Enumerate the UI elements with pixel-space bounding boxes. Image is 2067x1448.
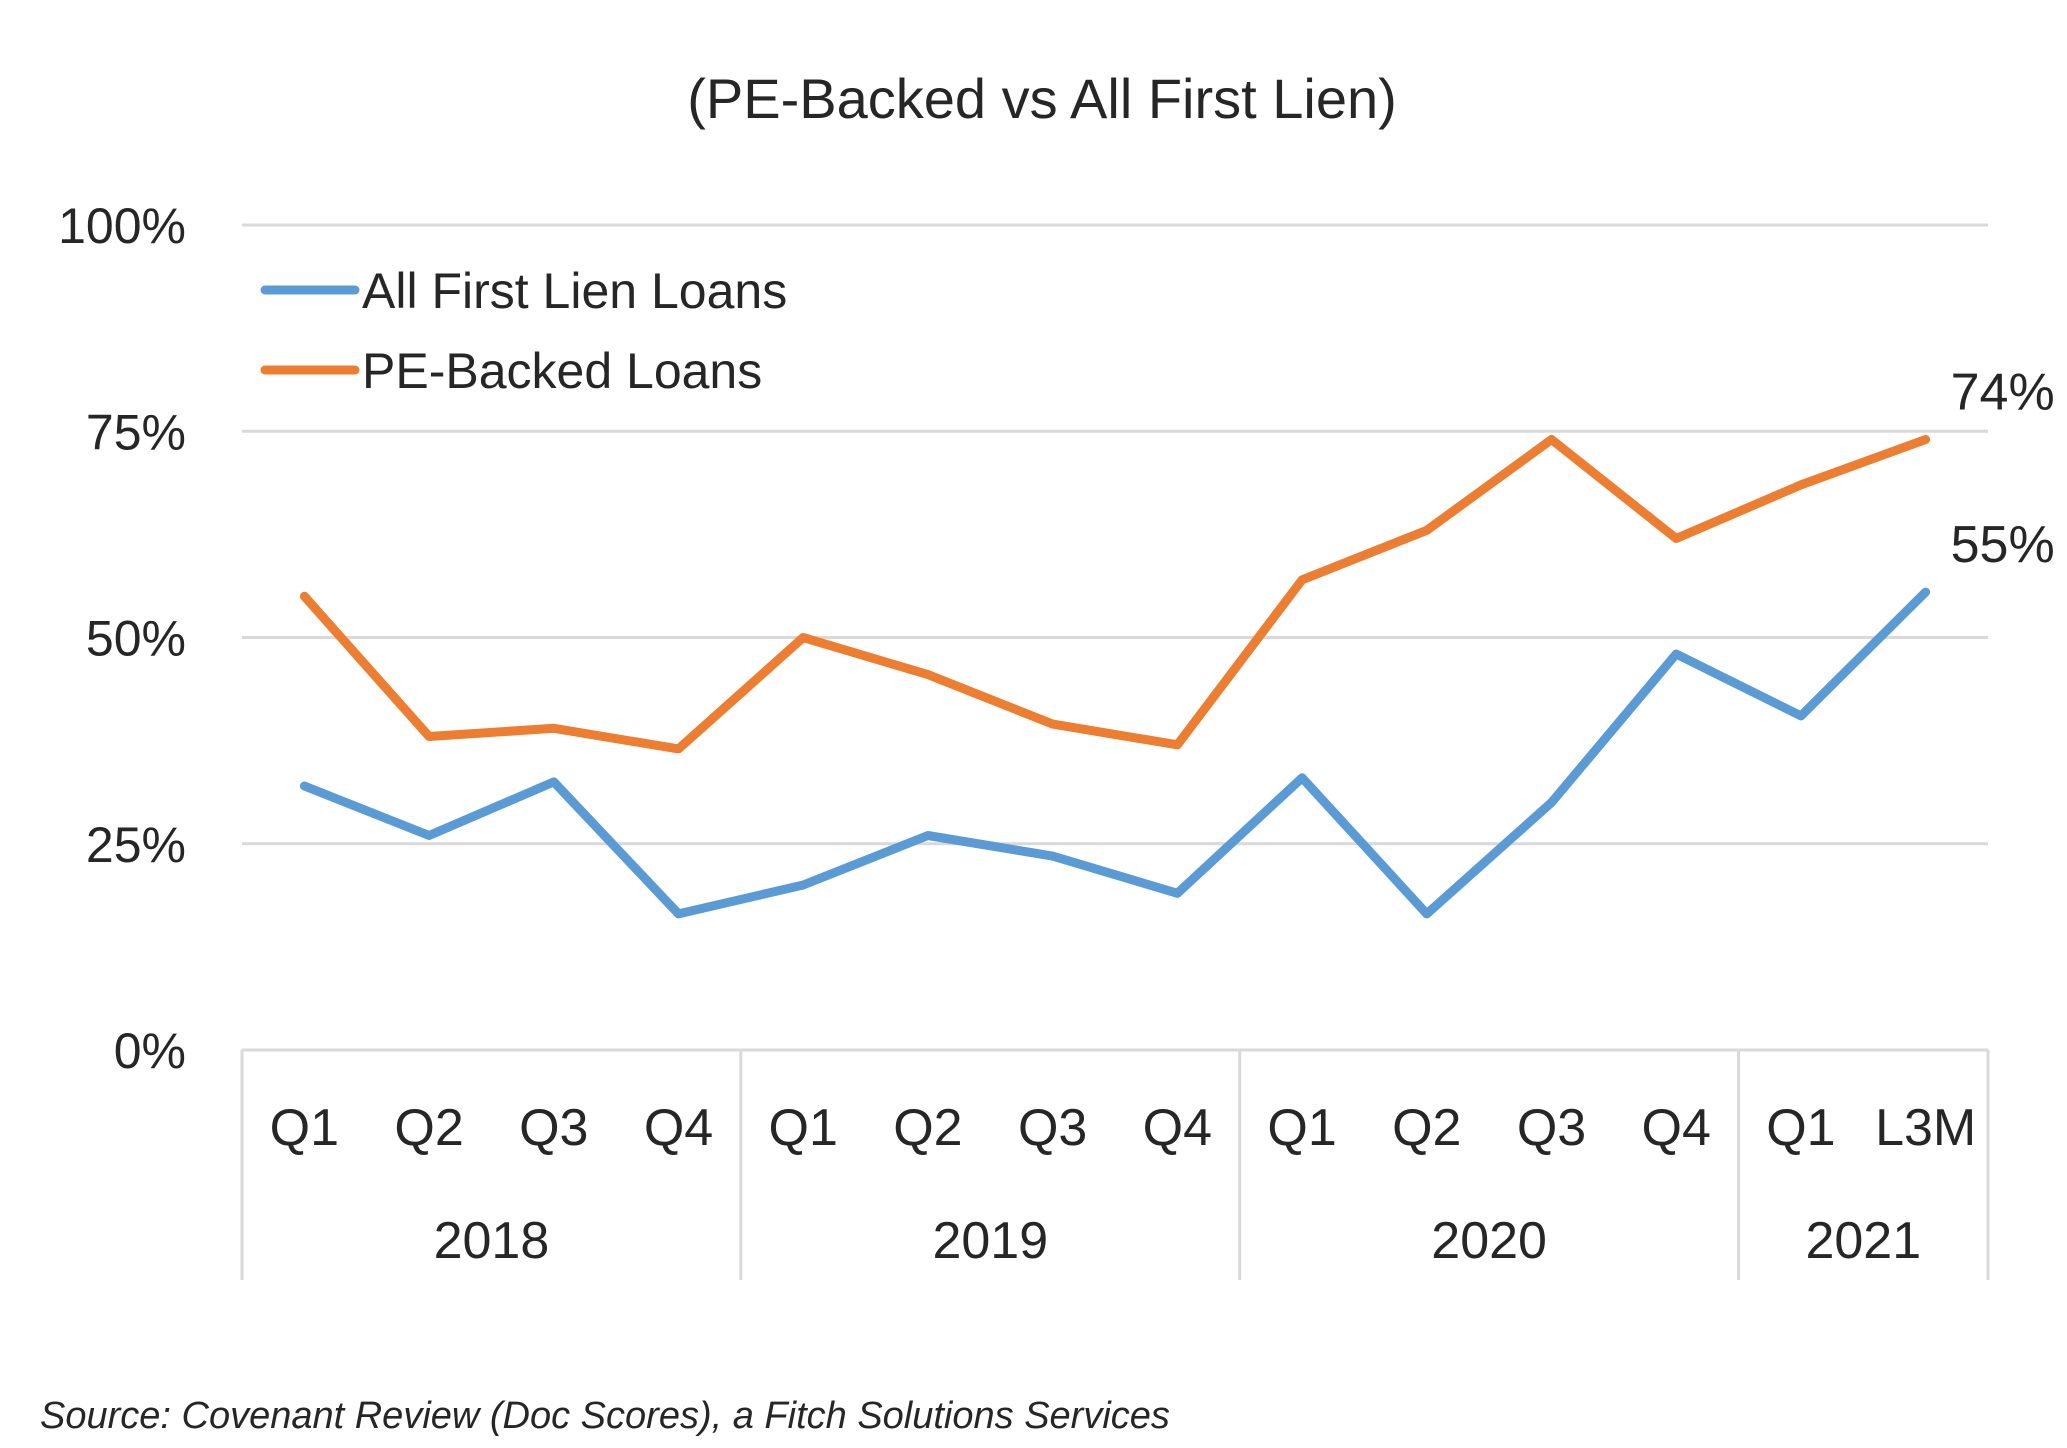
x-tick-label: Q1 bbox=[1267, 1099, 1336, 1157]
legend: All First Lien Loans PE-Backed Loans bbox=[265, 263, 787, 399]
x-tick-label: L3M bbox=[1875, 1099, 1976, 1157]
x-tick-label: Q4 bbox=[644, 1099, 713, 1157]
x-tick-label: Q2 bbox=[893, 1099, 962, 1157]
y-tick-label: 0% bbox=[114, 1023, 186, 1079]
x-tick-label: Q1 bbox=[769, 1099, 838, 1157]
x-tick-label: Q4 bbox=[1143, 1099, 1212, 1157]
x-tick-label: Q1 bbox=[270, 1099, 339, 1157]
year-group-label: 2020 bbox=[1431, 1212, 1547, 1270]
year-group-label: 2019 bbox=[932, 1212, 1048, 1270]
source-note: Source: Covenant Review (Doc Scores), a … bbox=[40, 1395, 1170, 1437]
x-tick-label: Q2 bbox=[1392, 1099, 1461, 1157]
x-tick-label: Q4 bbox=[1642, 1099, 1711, 1157]
y-tick-label: 50% bbox=[86, 611, 186, 667]
x-tick-label: Q2 bbox=[394, 1099, 463, 1157]
x-tick-label: Q3 bbox=[1517, 1099, 1586, 1157]
legend-label: All First Lien Loans bbox=[362, 263, 787, 319]
x-tick-label: Q3 bbox=[1018, 1099, 1087, 1157]
end-value-label: 55% bbox=[1951, 516, 2055, 574]
series-line bbox=[304, 592, 1925, 914]
year-group-label: 2021 bbox=[1805, 1212, 1921, 1270]
legend-label: PE-Backed Loans bbox=[362, 343, 762, 399]
x-tick-label: Q1 bbox=[1766, 1099, 1835, 1157]
chart-title: (PE-Backed vs All First Lien) bbox=[687, 67, 1397, 130]
end-value-label: 74% bbox=[1951, 364, 2055, 422]
y-tick-label: 100% bbox=[58, 198, 186, 254]
y-tick-label: 75% bbox=[86, 404, 186, 460]
series-line bbox=[304, 440, 1925, 749]
x-axis: Q1 Q2 Q3 Q4 Q1 Q2 Q3 Q4 Q1 Q2 Q3 Q4 Q1 L3M 2018 2019 202… bbox=[242, 1050, 1988, 1280]
y-tick-label: 25% bbox=[86, 817, 186, 873]
x-tick-label: Q3 bbox=[519, 1099, 588, 1157]
year-group-label: 2018 bbox=[434, 1212, 550, 1270]
